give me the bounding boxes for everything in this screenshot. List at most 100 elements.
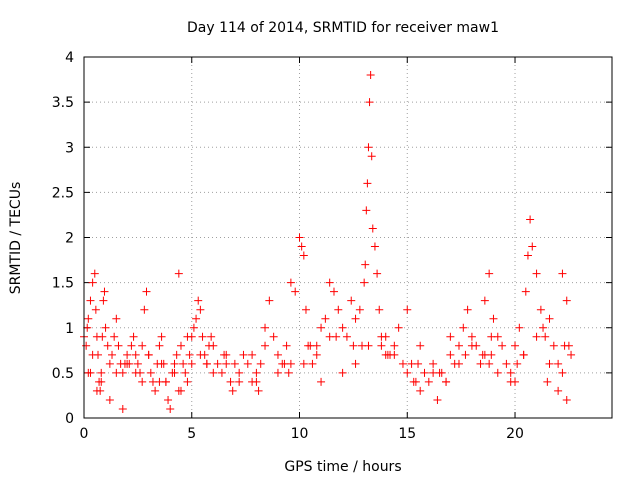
data-point [179, 359, 188, 368]
data-point [498, 341, 507, 350]
data-point [364, 143, 373, 152]
y-axis-label: SRMTID / TECUs [8, 182, 24, 295]
data-point [84, 314, 93, 323]
data-point [362, 206, 371, 215]
data-point [416, 386, 425, 395]
data-point [101, 323, 110, 332]
data-point [299, 359, 308, 368]
chart-title: Day 114 of 2014, SRMTID for receiver maw… [187, 20, 499, 36]
data-point [84, 368, 93, 377]
data-point [317, 323, 326, 332]
data-point [301, 305, 310, 314]
data-point [543, 377, 552, 386]
x-tick-label: 10 [291, 426, 309, 442]
data-point [131, 350, 140, 359]
data-point [429, 359, 438, 368]
data-point [209, 368, 218, 377]
data-point [91, 305, 100, 314]
data-point [217, 368, 226, 377]
data-point [567, 350, 576, 359]
data-point [360, 278, 369, 287]
data-point [403, 368, 412, 377]
data-point [562, 395, 571, 404]
data-point [394, 323, 403, 332]
data-point [377, 341, 386, 350]
data-point [174, 269, 183, 278]
data-point [282, 341, 291, 350]
data-point [351, 359, 360, 368]
data-point [112, 368, 121, 377]
data-point [103, 341, 112, 350]
y-tick-label: 0.5 [52, 366, 74, 382]
x-tick-label: 0 [80, 426, 89, 442]
data-point [554, 386, 563, 395]
data-point [433, 395, 442, 404]
data-point [146, 368, 155, 377]
data-point [269, 332, 278, 341]
data-point [235, 377, 244, 386]
data-point [172, 350, 181, 359]
data-point [554, 359, 563, 368]
data-point [118, 404, 127, 413]
data-point [252, 368, 261, 377]
y-tick-label: 3.5 [52, 95, 74, 111]
data-point [138, 341, 147, 350]
data-point [478, 350, 487, 359]
data-point [317, 377, 326, 386]
data-point [549, 341, 558, 350]
data-point [295, 233, 304, 242]
data-point [99, 296, 108, 305]
data-point [299, 251, 308, 260]
data-point [480, 296, 489, 305]
data-point [325, 278, 334, 287]
data-point [202, 359, 211, 368]
data-point [424, 377, 433, 386]
data-point [467, 341, 476, 350]
data-point [261, 341, 270, 350]
data-point [306, 341, 315, 350]
data-point [519, 350, 528, 359]
data-point [183, 332, 192, 341]
data-point [532, 332, 541, 341]
data-point [198, 332, 207, 341]
data-point [207, 332, 216, 341]
data-point [446, 332, 455, 341]
y-tick-label: 3 [65, 140, 74, 156]
data-point [254, 386, 263, 395]
data-point [157, 332, 166, 341]
data-point [536, 305, 545, 314]
axis-ticks: 0 5 10 15 20 0 0.5 1 1.5 2 2.5 3 3.5 4 [52, 50, 612, 442]
data-point [398, 359, 407, 368]
data-point [454, 341, 463, 350]
data-point [332, 332, 341, 341]
data-point [461, 350, 470, 359]
data-point [521, 287, 530, 296]
data-point [252, 377, 261, 386]
data-point [286, 278, 295, 287]
data-point [127, 341, 136, 350]
data-point [108, 350, 117, 359]
data-point [187, 359, 196, 368]
data-point [82, 341, 91, 350]
data-point [248, 350, 257, 359]
data-point [476, 359, 485, 368]
data-point [235, 368, 244, 377]
data-point [189, 323, 198, 332]
data-points [80, 71, 576, 413]
data-point [334, 305, 343, 314]
data-point [523, 251, 532, 260]
data-point [256, 359, 265, 368]
data-point [539, 323, 548, 332]
data-point [151, 386, 160, 395]
data-point [532, 269, 541, 278]
data-point [435, 368, 444, 377]
data-point [312, 350, 321, 359]
data-point [155, 341, 164, 350]
data-point [454, 359, 463, 368]
data-point [329, 287, 338, 296]
data-point [196, 350, 205, 359]
data-point [506, 368, 515, 377]
data-point [368, 224, 377, 233]
data-point [487, 332, 496, 341]
